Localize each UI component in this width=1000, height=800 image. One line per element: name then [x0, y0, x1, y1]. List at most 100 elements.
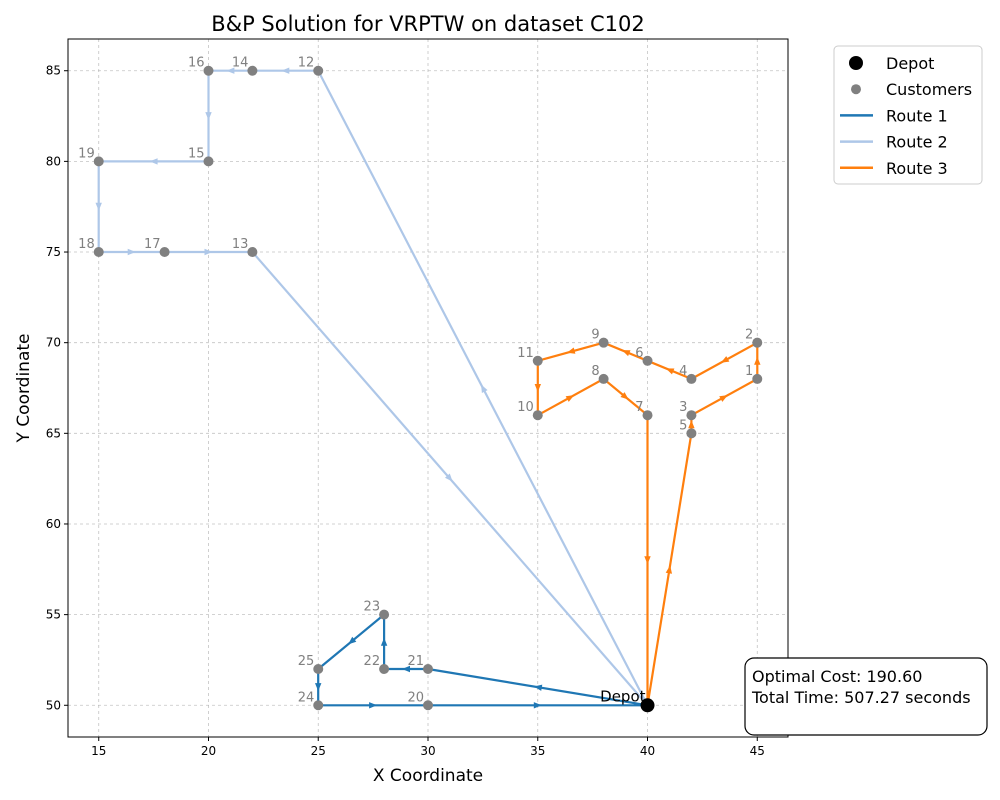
x-tick-label: 40	[640, 744, 655, 758]
customer-label: 23	[364, 600, 381, 615]
direction-arrow	[95, 202, 102, 211]
customer-label: 20	[407, 690, 424, 705]
customer-label: 8	[591, 364, 599, 379]
route-2	[95, 67, 649, 707]
legend-frame	[833, 45, 983, 185]
customer-label: 4	[679, 364, 687, 379]
customer-label: 12	[298, 56, 315, 71]
direction-arrow	[127, 248, 136, 256]
customer-label: 11	[517, 346, 534, 361]
x-tick-label: 20	[201, 744, 216, 758]
direction-arrow	[644, 556, 651, 565]
customer-point	[313, 700, 324, 711]
legend-label: Depot	[886, 54, 934, 73]
customer-point	[642, 410, 653, 421]
y-tick-label: 50	[46, 698, 61, 712]
customer-point	[423, 700, 433, 711]
legend-label: Route 2	[886, 133, 948, 152]
direction-arrow	[566, 347, 576, 354]
customer-point	[642, 355, 653, 366]
direction-arrow	[719, 395, 728, 402]
customer-label: 13	[232, 237, 249, 252]
direction-arrow	[380, 637, 388, 646]
x-tick-label: 30	[420, 744, 435, 758]
customer-point	[686, 410, 697, 421]
route-1	[315, 613, 648, 709]
total-time-text: Total Time: 507.27 seconds	[751, 688, 971, 707]
direction-arrow	[348, 636, 357, 645]
customer-label: 1	[745, 364, 753, 379]
customer-label: 19	[78, 146, 95, 161]
direction-arrow	[149, 158, 158, 165]
customer-label: 3	[679, 400, 687, 415]
customer-label: 7	[635, 400, 643, 415]
customer-point	[93, 156, 104, 167]
y-tick-label: 70	[46, 336, 61, 350]
direction-arrow	[534, 384, 541, 392]
direction-arrow	[481, 384, 488, 394]
customer-label: 6	[635, 346, 643, 361]
customer-point	[379, 664, 390, 675]
customer-label: 9	[591, 328, 599, 343]
customer-label: 5	[679, 418, 687, 433]
y-tick-label: 85	[46, 64, 61, 78]
customer-point	[532, 410, 543, 421]
direction-arrow	[444, 473, 453, 482]
direction-arrow	[204, 248, 213, 256]
customer-label: 2	[745, 328, 753, 343]
customer-label: 17	[144, 237, 161, 252]
x-tick-label: 35	[530, 744, 545, 758]
customer-label: 14	[232, 56, 249, 71]
legend: Depot Customers Route 1 Route 2 Route 3	[833, 45, 983, 185]
customer-point	[313, 65, 324, 76]
customer-label: 22	[364, 654, 381, 669]
direction-arrow	[620, 392, 629, 400]
customer-label: 24	[298, 690, 315, 705]
depot-label: Depot	[600, 687, 645, 705]
customer-point	[598, 337, 609, 348]
y-tick-label: 75	[46, 245, 61, 259]
customer-point	[686, 373, 697, 384]
y-tick-label: 55	[46, 608, 61, 622]
customer-point	[752, 373, 763, 384]
optimal-cost-text: Optimal Cost: 190.60	[752, 667, 922, 686]
customer-label: 21	[407, 654, 424, 669]
info-box: Optimal Cost: 190.60 Total Time: 507.27 …	[744, 657, 988, 736]
y-tick-label: 80	[46, 154, 61, 168]
customer-point	[379, 609, 390, 620]
direction-arrow	[533, 684, 543, 691]
customer-point	[247, 247, 258, 258]
direction-arrow	[205, 112, 212, 121]
direction-arrow	[226, 67, 235, 74]
x-tick-label: 15	[91, 744, 106, 758]
customer-point	[313, 664, 324, 675]
customer-point	[159, 247, 170, 258]
x-tick-label: 45	[750, 744, 765, 758]
direction-arrow	[720, 356, 730, 363]
customer-point	[423, 664, 433, 675]
customer-label: 18	[78, 237, 95, 252]
direction-arrow	[754, 356, 761, 365]
direction-arrow	[369, 702, 378, 709]
direction-arrow	[621, 350, 631, 357]
chart-title: B&P Solution for VRPTW on dataset C102	[211, 12, 644, 36]
x-tick-label: 25	[311, 744, 326, 758]
customer-label: 15	[188, 146, 205, 161]
x-axis-title: X Coordinate	[373, 766, 483, 786]
customer-point	[598, 373, 609, 384]
depot-point	[640, 698, 655, 713]
grid	[68, 39, 788, 737]
legend-label: Route 3	[886, 159, 948, 178]
legend-label: Route 1	[886, 106, 948, 125]
direction-arrow	[688, 420, 695, 429]
direction-arrow	[281, 67, 290, 74]
customer-point	[203, 156, 214, 167]
direction-arrow	[565, 395, 575, 402]
legend-label: Customers	[886, 80, 972, 99]
y-tick-label: 65	[46, 426, 61, 440]
customer-point	[203, 65, 214, 76]
direction-arrow	[665, 368, 675, 375]
points: 1234567891011121314151617181920212223242…	[78, 56, 763, 713]
direction-arrow	[533, 702, 542, 709]
